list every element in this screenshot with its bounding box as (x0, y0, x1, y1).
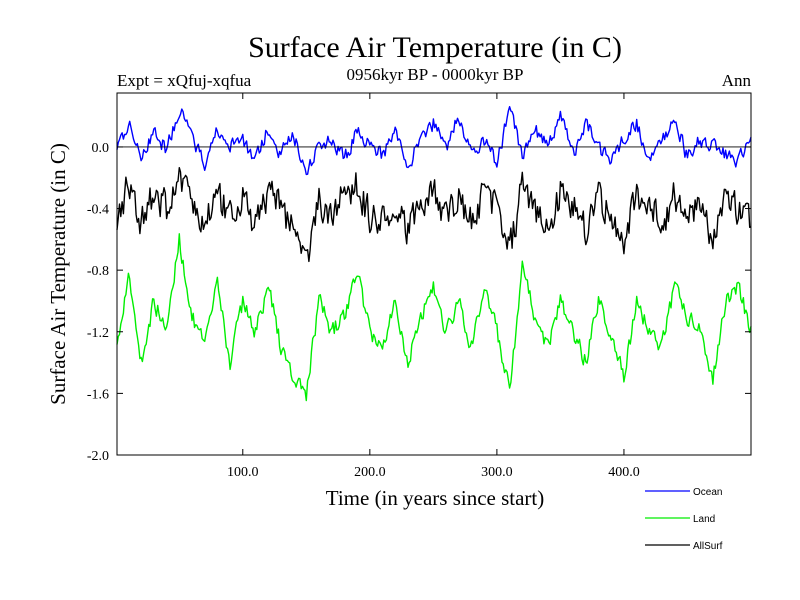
y-tick-label: -1.6 (87, 387, 109, 402)
legend-label-ocean: Ocean (693, 487, 722, 498)
y-tick-label: -0.4 (87, 203, 109, 218)
x-tick-label: 100.0 (227, 465, 259, 480)
series-line-ocean (116, 105, 752, 176)
series-line-land (116, 233, 752, 402)
series-layer (116, 105, 752, 402)
plot-frame (116, 92, 752, 456)
legend: Ocean Land AllSurf (645, 487, 723, 552)
y-tick-label: -1.2 (87, 326, 109, 341)
y-tick-label: 0.0 (92, 141, 110, 156)
x-axis-label: Time (in years since start) (326, 486, 545, 510)
chart-title: Surface Air Temperature (in C) (248, 31, 622, 64)
y-tick-label: -0.8 (87, 264, 109, 279)
legend-label-allsurf: AllSurf (693, 541, 723, 552)
x-tick-label: 400.0 (608, 465, 640, 480)
x-tick-label: 300.0 (481, 465, 513, 480)
chart-subtitle-left: Expt = xQfuj-xqfua (117, 71, 252, 90)
chart-subtitle-right: Ann (722, 71, 752, 90)
series-line-allsurf (116, 166, 752, 263)
legend-label-land: Land (693, 514, 715, 525)
x-tick-label: 200.0 (354, 465, 386, 480)
y-axis-label: Surface Air Temperature (in C) (46, 143, 70, 405)
chart-subtitle-center: 0956kyr BP - 0000kyr BP (347, 65, 524, 84)
axis-layer: 0.0 -0.4 -0.8 -1.2 -1.6 -2.0 100.0 200.0 300.0 40… (87, 93, 751, 480)
y-tick-label: -2.0 (87, 449, 109, 464)
